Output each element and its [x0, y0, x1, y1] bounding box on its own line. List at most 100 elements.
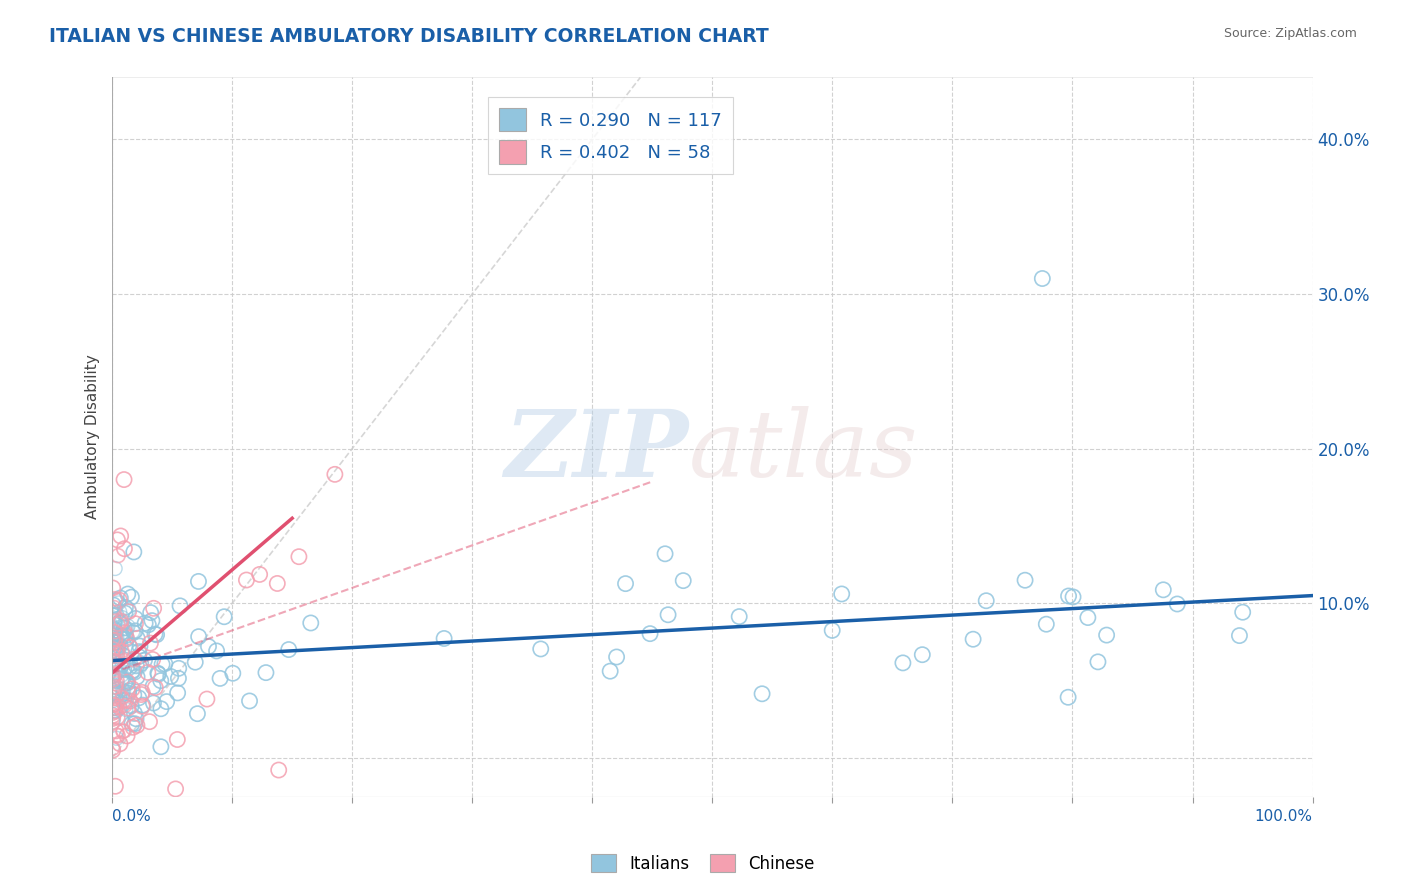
Point	[103, 608, 125, 623]
Point	[107, 641, 129, 656]
Point	[103, 698, 125, 712]
Point	[891, 656, 914, 670]
Point	[187, 574, 209, 589]
Point	[249, 567, 271, 582]
Point	[143, 681, 166, 695]
Point	[114, 625, 136, 640]
Point	[104, 662, 127, 676]
Point	[614, 576, 637, 591]
Point	[657, 607, 679, 622]
Point	[118, 684, 141, 698]
Point	[101, 741, 124, 756]
Point	[1062, 590, 1084, 604]
Point	[128, 690, 150, 705]
Point	[254, 665, 277, 680]
Point	[599, 664, 621, 678]
Point	[112, 693, 135, 707]
Point	[1057, 690, 1080, 705]
Point	[108, 615, 131, 630]
Point	[104, 680, 127, 694]
Point	[1232, 605, 1254, 619]
Point	[101, 673, 124, 687]
Point	[104, 561, 127, 575]
Point	[104, 626, 127, 640]
Point	[288, 549, 311, 564]
Point	[118, 602, 141, 616]
Point	[104, 665, 127, 680]
Text: 0.0%: 0.0%	[112, 809, 150, 824]
Point	[235, 573, 257, 587]
Point	[205, 644, 228, 658]
Point	[105, 633, 128, 648]
Point	[149, 673, 172, 688]
Point	[1166, 597, 1188, 611]
Point	[111, 687, 134, 701]
Point	[101, 643, 124, 657]
Point	[187, 630, 209, 644]
Point	[153, 657, 176, 671]
Point	[101, 706, 124, 720]
Point	[103, 668, 125, 682]
Point	[117, 619, 139, 633]
Text: ZIP: ZIP	[505, 407, 689, 497]
Point	[118, 694, 141, 708]
Point	[129, 639, 152, 653]
Point	[105, 607, 128, 622]
Point	[150, 657, 173, 672]
Point	[107, 596, 129, 610]
Point	[212, 609, 235, 624]
Point	[1057, 589, 1080, 603]
Point	[110, 639, 132, 653]
Point	[149, 702, 172, 716]
Point	[105, 659, 128, 673]
Text: ITALIAN VS CHINESE AMBULATORY DISABILITY CORRELATION CHART: ITALIAN VS CHINESE AMBULATORY DISABILITY…	[49, 27, 769, 45]
Point	[103, 685, 125, 699]
Point	[101, 691, 124, 706]
Point	[112, 724, 135, 739]
Point	[1014, 573, 1036, 587]
Point	[103, 703, 125, 717]
Point	[104, 654, 127, 668]
Point	[141, 614, 163, 628]
Point	[112, 663, 135, 677]
Point	[128, 649, 150, 664]
Point	[112, 684, 135, 698]
Point	[104, 593, 127, 607]
Point	[186, 706, 208, 721]
Point	[103, 698, 125, 712]
Point	[121, 624, 143, 639]
Point	[101, 649, 124, 664]
Point	[159, 669, 181, 683]
Point	[104, 591, 127, 606]
Y-axis label: Ambulatory Disability: Ambulatory Disability	[86, 355, 100, 519]
Point	[112, 648, 135, 663]
Point	[103, 614, 125, 628]
Point	[104, 635, 127, 649]
Point	[142, 652, 165, 666]
Point	[125, 718, 148, 732]
Point	[117, 702, 139, 716]
Point	[184, 655, 207, 669]
Point	[101, 625, 124, 640]
Text: atlas: atlas	[689, 407, 918, 497]
Point	[107, 660, 129, 674]
Point	[121, 716, 143, 731]
Point	[115, 729, 138, 743]
Point	[266, 576, 288, 591]
Point	[105, 640, 128, 655]
Point	[197, 640, 219, 654]
Point	[107, 729, 129, 743]
Point	[111, 682, 134, 697]
Point	[111, 648, 134, 662]
Text: Source: ZipAtlas.com: Source: ZipAtlas.com	[1223, 27, 1357, 40]
Point	[101, 633, 124, 648]
Point	[654, 547, 676, 561]
Point	[911, 648, 934, 662]
Point	[101, 701, 124, 715]
Point	[110, 672, 132, 686]
Point	[101, 669, 124, 683]
Point	[142, 601, 165, 615]
Point	[105, 645, 128, 659]
Point	[131, 699, 153, 714]
Point	[105, 710, 128, 724]
